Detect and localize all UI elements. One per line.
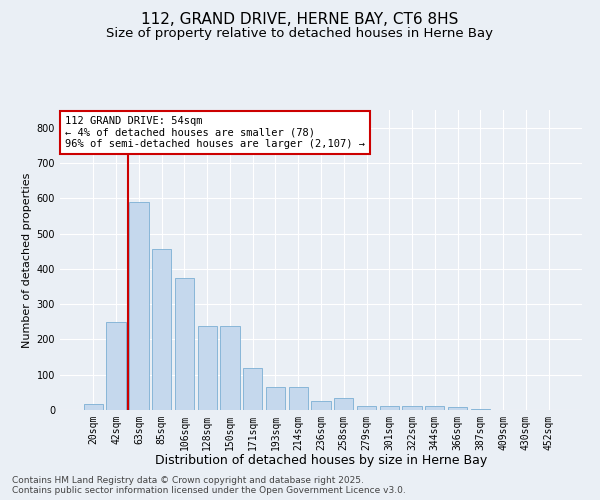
Bar: [243, 368, 262, 410]
Bar: [357, 406, 376, 410]
Bar: [106, 322, 126, 410]
Text: Size of property relative to detached houses in Herne Bay: Size of property relative to detached ho…: [107, 28, 493, 40]
Bar: [380, 406, 399, 410]
X-axis label: Distribution of detached houses by size in Herne Bay: Distribution of detached houses by size …: [155, 454, 487, 468]
Bar: [311, 401, 331, 410]
Bar: [220, 326, 239, 410]
Text: Contains HM Land Registry data © Crown copyright and database right 2025.
Contai: Contains HM Land Registry data © Crown c…: [12, 476, 406, 495]
Bar: [84, 404, 103, 410]
Bar: [403, 406, 422, 410]
Bar: [266, 387, 285, 410]
Bar: [289, 387, 308, 410]
Text: 112, GRAND DRIVE, HERNE BAY, CT6 8HS: 112, GRAND DRIVE, HERNE BAY, CT6 8HS: [142, 12, 458, 28]
Bar: [425, 406, 445, 410]
Bar: [470, 409, 490, 410]
Bar: [175, 278, 194, 410]
Bar: [448, 407, 467, 410]
Bar: [152, 250, 172, 410]
Y-axis label: Number of detached properties: Number of detached properties: [22, 172, 32, 348]
Bar: [334, 398, 353, 410]
Bar: [129, 202, 149, 410]
Text: 112 GRAND DRIVE: 54sqm
← 4% of detached houses are smaller (78)
96% of semi-deta: 112 GRAND DRIVE: 54sqm ← 4% of detached …: [65, 116, 365, 149]
Bar: [197, 326, 217, 410]
